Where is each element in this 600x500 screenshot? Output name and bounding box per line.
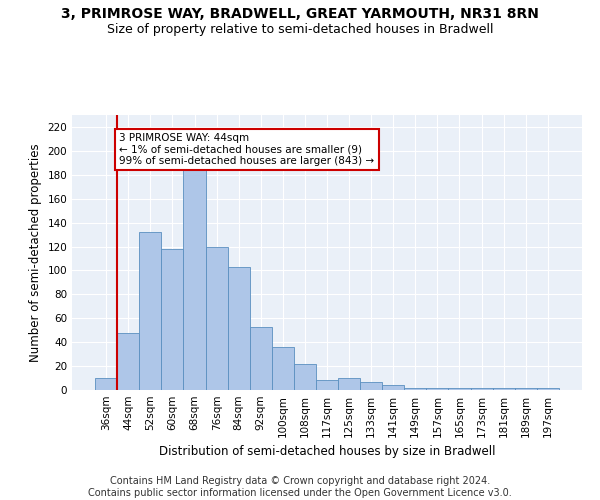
Bar [117, 332, 139, 390]
Bar [206, 246, 227, 390]
Text: 3 PRIMROSE WAY: 44sqm
← 1% of semi-detached houses are smaller (9)
99% of semi-d: 3 PRIMROSE WAY: 44sqm ← 1% of semi-detac… [119, 133, 374, 166]
Bar [360, 382, 382, 390]
Bar [515, 388, 537, 390]
Bar [294, 364, 316, 390]
Bar [427, 388, 448, 390]
Bar [250, 326, 272, 390]
Bar [382, 385, 404, 390]
Bar [404, 388, 427, 390]
Bar [493, 388, 515, 390]
Bar [448, 388, 470, 390]
Bar [338, 378, 360, 390]
Text: 3, PRIMROSE WAY, BRADWELL, GREAT YARMOUTH, NR31 8RN: 3, PRIMROSE WAY, BRADWELL, GREAT YARMOUT… [61, 8, 539, 22]
Bar [161, 249, 184, 390]
Bar [139, 232, 161, 390]
Bar [184, 170, 206, 390]
Bar [316, 380, 338, 390]
X-axis label: Distribution of semi-detached houses by size in Bradwell: Distribution of semi-detached houses by … [159, 446, 495, 458]
Bar [470, 388, 493, 390]
Bar [227, 267, 250, 390]
Bar [272, 347, 294, 390]
Text: Contains HM Land Registry data © Crown copyright and database right 2024.
Contai: Contains HM Land Registry data © Crown c… [88, 476, 512, 498]
Text: Size of property relative to semi-detached houses in Bradwell: Size of property relative to semi-detach… [107, 22, 493, 36]
Bar [95, 378, 117, 390]
Y-axis label: Number of semi-detached properties: Number of semi-detached properties [29, 143, 42, 362]
Bar [537, 388, 559, 390]
